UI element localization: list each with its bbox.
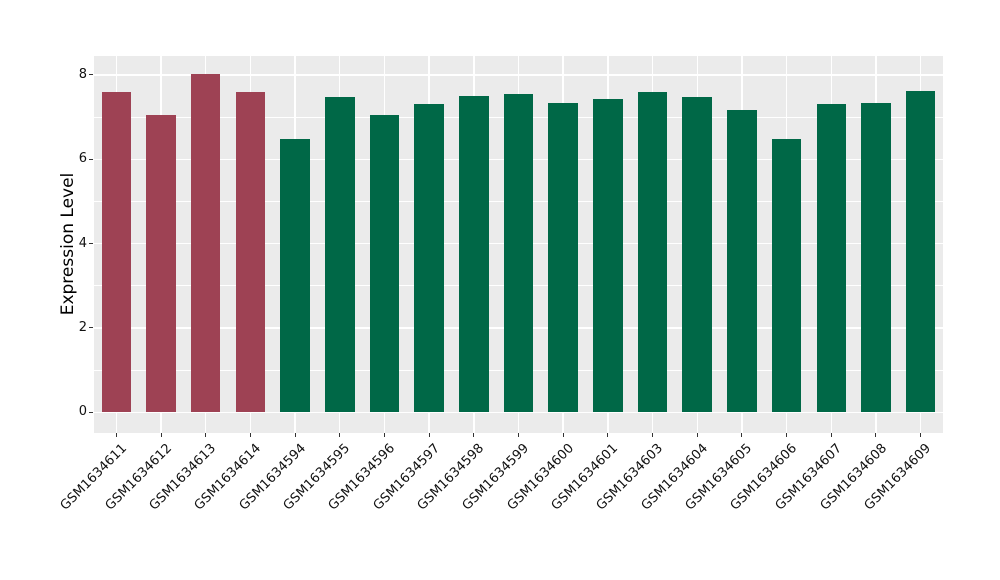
- bar-GSM1634601: [593, 99, 623, 413]
- x-tick-mark: [607, 433, 609, 437]
- y-tick-mark: [89, 411, 93, 413]
- x-tick-mark: [786, 433, 788, 437]
- y-tick-mark: [89, 243, 93, 245]
- x-tick-mark: [160, 433, 162, 437]
- bar-GSM1634607: [816, 104, 847, 413]
- x-tick-mark: [294, 433, 296, 437]
- x-tick-mark: [383, 433, 385, 437]
- bar-GSM1634594: [280, 138, 310, 413]
- x-tick-mark: [562, 433, 564, 437]
- bar-GSM1634609: [905, 91, 936, 413]
- bar-GSM1634595: [325, 96, 355, 413]
- x-tick-mark: [249, 433, 251, 437]
- x-tick-mark: [875, 433, 877, 437]
- y-tick-mark: [89, 327, 93, 329]
- x-tick-mark: [115, 433, 117, 437]
- y-tick-label: 4: [78, 235, 87, 251]
- bar-GSM1634599: [503, 94, 534, 413]
- x-tick-mark: [920, 433, 922, 437]
- x-tick-mark: [830, 433, 832, 437]
- bar-GSM1634604: [682, 97, 712, 413]
- bar-GSM1634603: [637, 91, 668, 413]
- bar-GSM1634612: [146, 115, 176, 413]
- bar-GSM1634608: [861, 102, 891, 413]
- x-tick-mark: [428, 433, 430, 437]
- y-tick-mark: [89, 74, 93, 76]
- bar-GSM1634597: [414, 104, 444, 413]
- bar-GSM1634611: [101, 92, 132, 413]
- x-tick-mark: [652, 433, 654, 437]
- x-tick-mark: [696, 433, 698, 437]
- y-tick-mark: [89, 158, 93, 160]
- x-tick-mark: [518, 433, 519, 437]
- bar-GSM1634606: [771, 138, 802, 413]
- bar-GSM1634613: [190, 73, 221, 413]
- bar-GSM1634598: [459, 96, 489, 413]
- x-tick-mark: [205, 433, 207, 437]
- y-tick-label: 6: [78, 151, 87, 167]
- bar-GSM1634614: [235, 92, 266, 413]
- x-tick-mark: [473, 433, 475, 437]
- y-tick-label: 2: [78, 319, 87, 335]
- y-tick-label: 8: [78, 66, 87, 82]
- bar-GSM1634605: [727, 109, 757, 413]
- bar-GSM1634596: [369, 115, 400, 413]
- bar-GSM1634600: [548, 102, 578, 413]
- x-tick-mark: [741, 433, 743, 437]
- x-tick-mark: [339, 433, 341, 437]
- plot-panel: [94, 56, 943, 433]
- y-tick-label: 0: [78, 404, 87, 420]
